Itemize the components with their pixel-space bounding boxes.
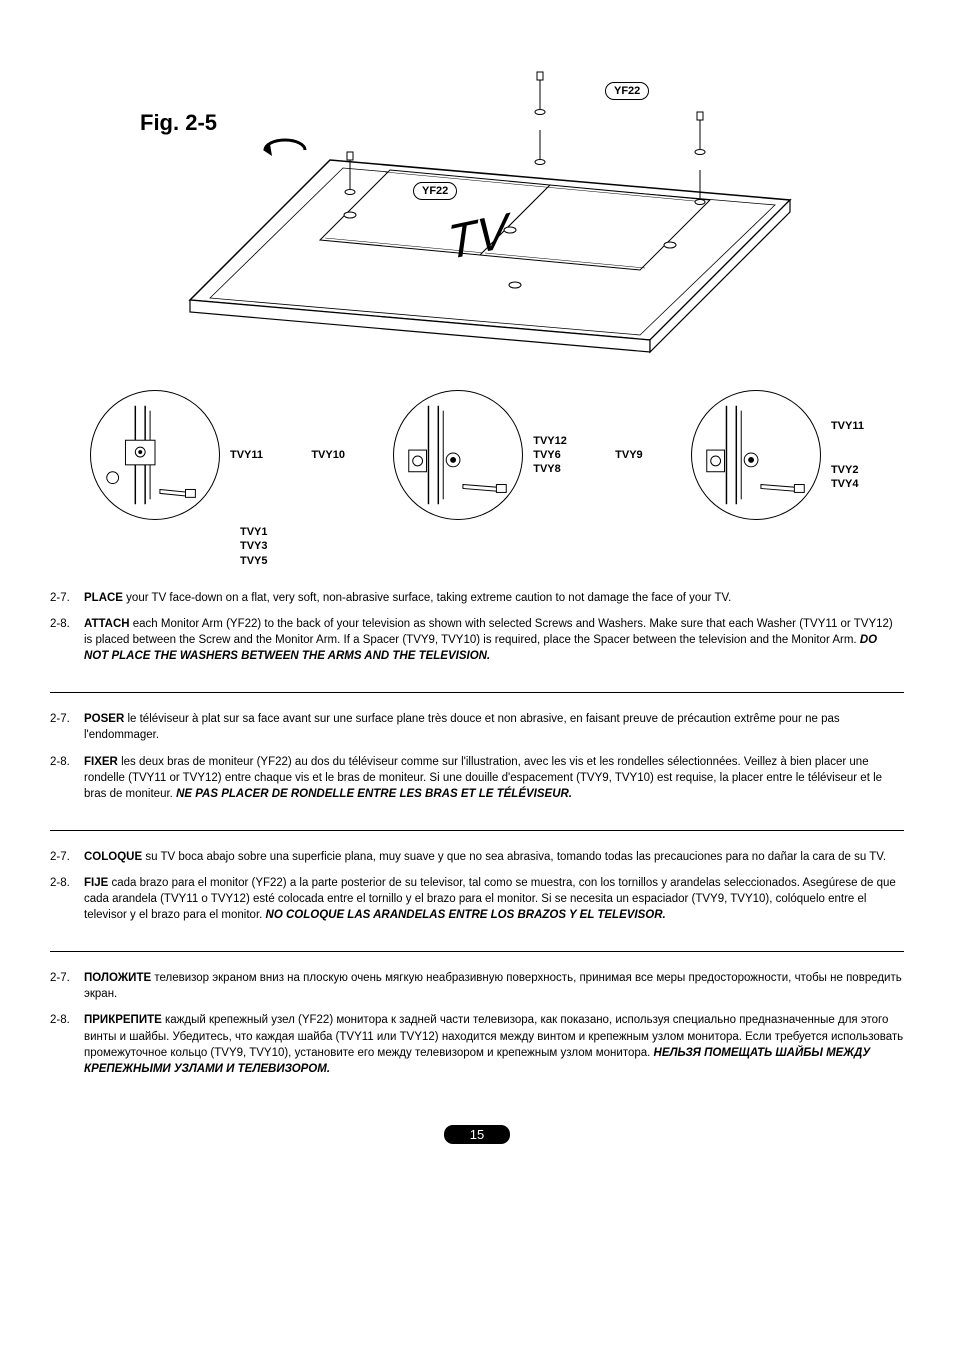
tv-diagram: TV bbox=[170, 60, 810, 360]
instr-en: 2-7. PLACE your TV face-down on a flat, … bbox=[50, 590, 904, 693]
step-lead: PLACE bbox=[84, 592, 123, 604]
detail-row: TVY11 TVY1 TVY3 TVY5 TVY10 bbox=[90, 390, 864, 520]
step-warn: NE PAS PLACER DE RONDELLE ENTRE LES BRAS… bbox=[176, 788, 572, 800]
en-step-28: 2-8. ATTACH each Monitor Arm (YF22) to t… bbox=[50, 616, 904, 664]
label-tvy10: TVY10 bbox=[311, 448, 345, 462]
step-lead: ПРИКРЕПИТЕ bbox=[84, 1014, 162, 1026]
step-lead: POSER bbox=[84, 713, 124, 725]
step-warn: NO COLOQUE LAS ARANDELAS ENTRE LOS BRAZO… bbox=[266, 909, 666, 921]
step-text: le téléviseur à plat sur sa face avant s… bbox=[84, 713, 840, 741]
en-step-27: 2-7. PLACE your TV face-down on a flat, … bbox=[50, 590, 904, 606]
es-step-27: 2-7. COLOQUE su TV boca abajo sobre una … bbox=[50, 849, 904, 865]
detail-group-3: TVY11 TVY2 TVY4 bbox=[691, 390, 864, 520]
step-lead: FIJE bbox=[84, 877, 108, 889]
step-lead: FIXER bbox=[84, 756, 118, 768]
mid-labels: TVY10 bbox=[311, 448, 345, 462]
step-text: телевизор экраном вниз на плоскую очень … bbox=[84, 972, 902, 1000]
instructions: 2-7. PLACE your TV face-down on a flat, … bbox=[50, 590, 904, 1105]
label-tvy9: TVY9 bbox=[615, 448, 643, 462]
step-num: 2-7. bbox=[50, 970, 84, 1002]
step-num: 2-8. bbox=[50, 754, 84, 802]
step-num: 2-8. bbox=[50, 1012, 84, 1076]
step-num: 2-8. bbox=[50, 616, 84, 664]
detail-group-1: TVY11 TVY1 TVY3 TVY5 bbox=[90, 390, 263, 520]
step-text: your TV face-down on a flat, very soft, … bbox=[123, 592, 731, 604]
detail-circle-1 bbox=[90, 390, 220, 520]
fr-step-28: 2-8. FIXER les deux bras de moniteur (YF… bbox=[50, 754, 904, 802]
es-step-28: 2-8. FIJE cada brazo para el monitor (YF… bbox=[50, 875, 904, 923]
step-text: su TV boca abajo sobre una superficie pl… bbox=[142, 851, 886, 863]
detail1-label-right: TVY11 bbox=[230, 448, 263, 462]
step-num: 2-7. bbox=[50, 711, 84, 743]
detail3-label-tvy11: TVY11 bbox=[831, 419, 864, 433]
step-text: each Monitor Arm (YF22) to the back of y… bbox=[84, 618, 893, 646]
detail2-label-mid: TVY12 TVY6 TVY8 bbox=[533, 434, 567, 477]
ru-step-27: 2-7. ПОЛОЖИТЕ телевизор экраном вниз на … bbox=[50, 970, 904, 1002]
detail1-label-below: TVY1 TVY3 TVY5 bbox=[240, 525, 268, 568]
detail-circle-3 bbox=[691, 390, 821, 520]
page-number: 15 bbox=[50, 1125, 904, 1144]
callout-yf22-left: YF22 bbox=[413, 182, 457, 200]
step-num: 2-7. bbox=[50, 849, 84, 865]
detail3-label-tvy2-4: TVY2 TVY4 bbox=[831, 463, 864, 492]
page-number-value: 15 bbox=[444, 1125, 510, 1144]
instr-ru: 2-7. ПОЛОЖИТЕ телевизор экраном вниз на … bbox=[50, 970, 904, 1105]
ru-step-28: 2-8. ПРИКРЕПИТЕ каждый крепежный узел (Y… bbox=[50, 1012, 904, 1076]
step-lead: ATTACH bbox=[84, 618, 130, 630]
detail-circle-2 bbox=[393, 390, 523, 520]
step-num: 2-8. bbox=[50, 875, 84, 923]
step-lead: ПОЛОЖИТЕ bbox=[84, 972, 151, 984]
instr-fr: 2-7. POSER le téléviseur à plat sur sa f… bbox=[50, 711, 904, 830]
fr-step-27: 2-7. POSER le téléviseur à plat sur sa f… bbox=[50, 711, 904, 743]
step-lead: COLOQUE bbox=[84, 851, 142, 863]
instr-es: 2-7. COLOQUE su TV boca abajo sobre una … bbox=[50, 849, 904, 952]
step-num: 2-7. bbox=[50, 590, 84, 606]
diagram-area: Fig. 2-5 TV bbox=[50, 40, 904, 560]
callout-yf22-right: YF22 bbox=[605, 82, 649, 100]
detail-group-2: TVY12 TVY6 TVY8 bbox=[393, 390, 567, 520]
